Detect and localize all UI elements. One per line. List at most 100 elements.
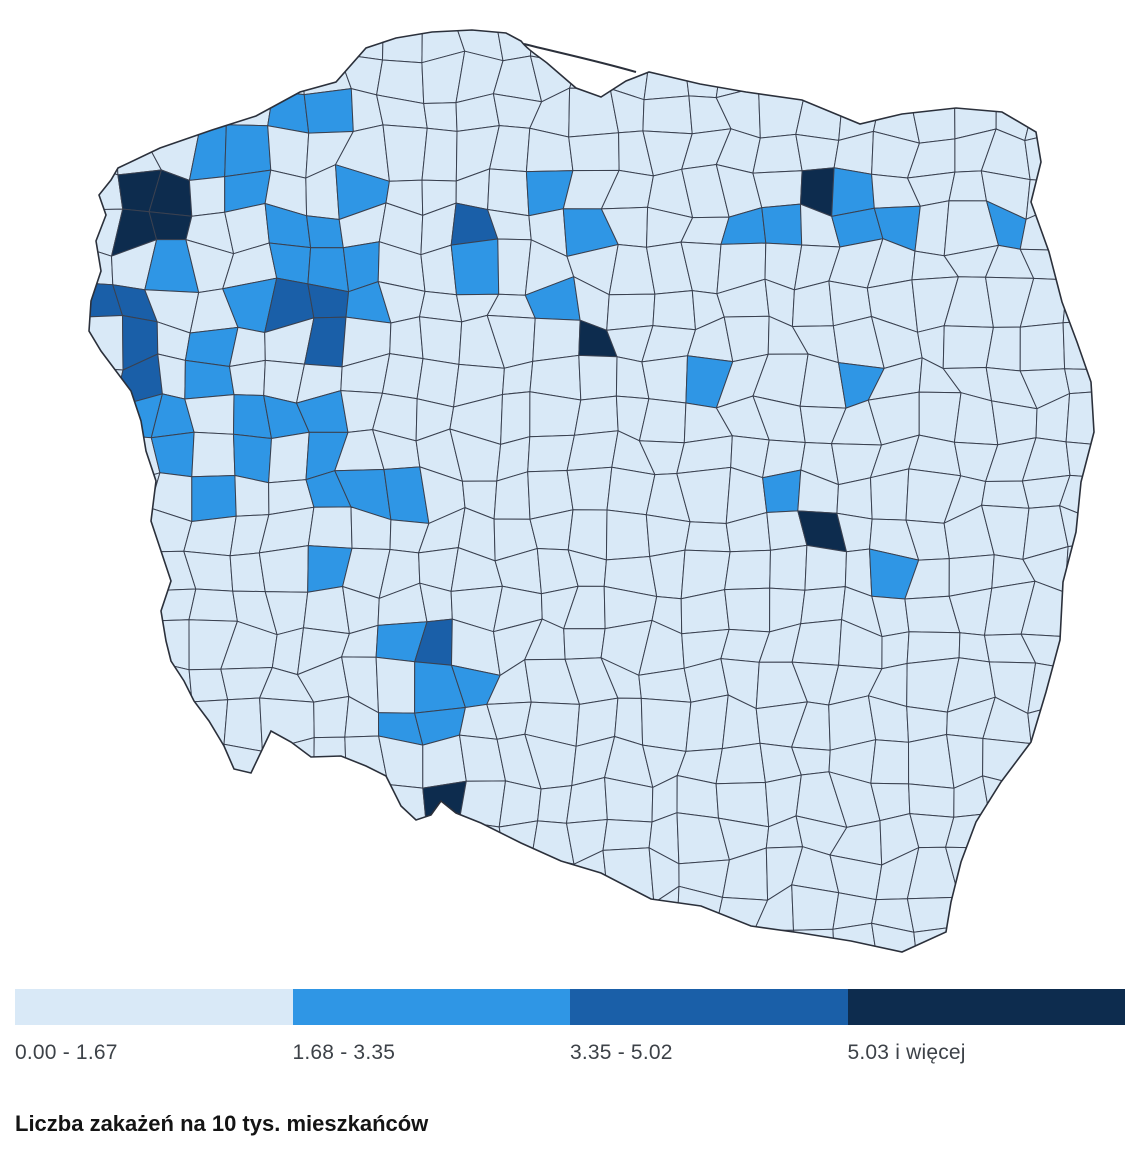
county[interactable] xyxy=(869,468,910,521)
county[interactable] xyxy=(881,48,910,92)
county[interactable] xyxy=(191,431,236,478)
county[interactable] xyxy=(76,661,117,711)
county[interactable] xyxy=(76,620,112,665)
county[interactable] xyxy=(108,93,159,142)
county[interactable] xyxy=(422,734,467,789)
county[interactable] xyxy=(79,549,118,592)
county[interactable] xyxy=(566,430,619,472)
poland-choropleth-map[interactable] xyxy=(0,0,1140,985)
county[interactable] xyxy=(149,698,193,739)
county[interactable] xyxy=(641,355,689,404)
county[interactable] xyxy=(389,316,424,360)
county[interactable] xyxy=(230,14,272,60)
county[interactable] xyxy=(191,21,233,60)
county[interactable] xyxy=(74,885,115,930)
county[interactable] xyxy=(946,923,989,974)
county[interactable] xyxy=(1056,701,1113,750)
county[interactable] xyxy=(301,923,338,969)
county[interactable] xyxy=(757,51,807,89)
county[interactable] xyxy=(870,739,910,785)
county[interactable] xyxy=(795,133,840,172)
county[interactable] xyxy=(1062,319,1108,371)
county[interactable] xyxy=(942,325,994,370)
county[interactable] xyxy=(72,394,116,436)
county[interactable] xyxy=(606,892,657,941)
county[interactable] xyxy=(573,395,619,436)
county[interactable] xyxy=(188,816,232,857)
county[interactable] xyxy=(534,923,578,967)
county[interactable] xyxy=(188,124,227,181)
county[interactable] xyxy=(652,290,697,331)
county[interactable] xyxy=(905,48,956,94)
county[interactable] xyxy=(234,474,270,517)
county[interactable] xyxy=(602,23,651,62)
county[interactable] xyxy=(795,11,833,59)
county[interactable] xyxy=(313,695,350,739)
county[interactable] xyxy=(684,521,731,553)
county[interactable] xyxy=(724,587,771,633)
county[interactable] xyxy=(529,391,582,438)
county[interactable] xyxy=(801,51,844,93)
county[interactable] xyxy=(641,25,684,59)
county[interactable] xyxy=(575,14,620,65)
county[interactable] xyxy=(303,88,354,134)
county[interactable] xyxy=(159,937,191,971)
county[interactable] xyxy=(500,391,531,446)
county[interactable] xyxy=(1062,249,1110,293)
county[interactable] xyxy=(71,314,124,371)
county[interactable] xyxy=(375,656,416,714)
county[interactable] xyxy=(311,811,344,859)
county[interactable] xyxy=(990,60,1035,104)
county[interactable] xyxy=(150,732,191,780)
county[interactable] xyxy=(267,125,310,179)
county[interactable] xyxy=(537,785,573,824)
county[interactable] xyxy=(642,95,693,135)
county[interactable] xyxy=(981,775,1028,815)
county[interactable] xyxy=(950,20,998,63)
county[interactable] xyxy=(487,168,530,217)
county[interactable] xyxy=(108,50,159,99)
county[interactable] xyxy=(81,810,115,858)
county[interactable] xyxy=(1064,542,1098,594)
county[interactable] xyxy=(146,18,194,63)
county[interactable] xyxy=(77,702,117,746)
county[interactable] xyxy=(107,620,157,664)
county[interactable] xyxy=(578,354,618,401)
county[interactable] xyxy=(1061,171,1112,215)
county[interactable] xyxy=(979,847,1029,898)
county[interactable] xyxy=(382,124,428,182)
county[interactable] xyxy=(1024,88,1067,142)
county[interactable] xyxy=(573,925,619,968)
county[interactable] xyxy=(954,895,996,928)
county[interactable] xyxy=(306,215,344,249)
county[interactable] xyxy=(1062,202,1113,252)
county[interactable] xyxy=(908,783,955,818)
county[interactable] xyxy=(1021,883,1067,939)
county[interactable] xyxy=(679,21,723,62)
county[interactable] xyxy=(1025,782,1074,814)
county[interactable] xyxy=(259,891,311,934)
county[interactable] xyxy=(1019,322,1066,372)
county[interactable] xyxy=(336,888,385,926)
county[interactable] xyxy=(106,885,161,939)
county[interactable] xyxy=(1025,852,1059,892)
county[interactable] xyxy=(762,469,802,514)
county[interactable] xyxy=(981,480,1030,509)
county[interactable] xyxy=(602,847,655,904)
county[interactable] xyxy=(753,929,803,966)
county[interactable] xyxy=(258,51,305,96)
county[interactable] xyxy=(226,928,262,970)
county[interactable] xyxy=(336,923,381,974)
county[interactable] xyxy=(302,585,350,635)
county[interactable] xyxy=(905,20,953,62)
county[interactable] xyxy=(420,244,458,296)
county[interactable] xyxy=(383,847,422,894)
county[interactable] xyxy=(752,170,803,209)
county[interactable] xyxy=(111,732,157,783)
county[interactable] xyxy=(986,883,1029,928)
county[interactable] xyxy=(300,18,340,65)
county[interactable] xyxy=(71,162,124,211)
county[interactable] xyxy=(1062,279,1108,324)
county[interactable] xyxy=(82,86,117,138)
county[interactable] xyxy=(573,892,619,931)
